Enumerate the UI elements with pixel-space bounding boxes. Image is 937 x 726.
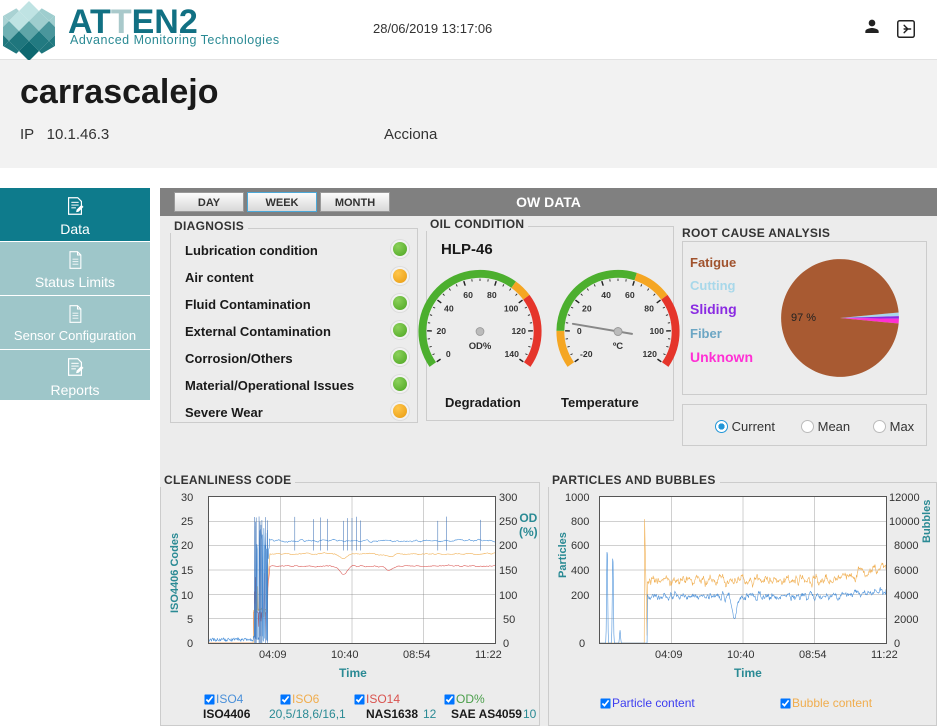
svg-text:OD%: OD%	[469, 341, 492, 352]
svg-text:60: 60	[625, 290, 635, 300]
svg-text:0: 0	[446, 349, 451, 359]
svg-text:60: 60	[463, 290, 473, 300]
svg-text:80: 80	[487, 290, 497, 300]
svg-text:140: 140	[504, 349, 519, 359]
svg-text:20: 20	[582, 304, 592, 314]
svg-text:20: 20	[436, 326, 446, 336]
svg-text:80: 80	[644, 304, 654, 314]
svg-text:0: 0	[577, 326, 582, 336]
svg-text:-20: -20	[580, 349, 593, 359]
svg-text:100: 100	[504, 304, 519, 314]
svg-text:120: 120	[642, 349, 657, 359]
svg-text:120: 120	[511, 326, 526, 336]
svg-text:ºC: ºC	[613, 341, 623, 352]
svg-text:100: 100	[649, 326, 664, 336]
svg-text:40: 40	[601, 290, 611, 300]
svg-text:40: 40	[444, 304, 454, 314]
